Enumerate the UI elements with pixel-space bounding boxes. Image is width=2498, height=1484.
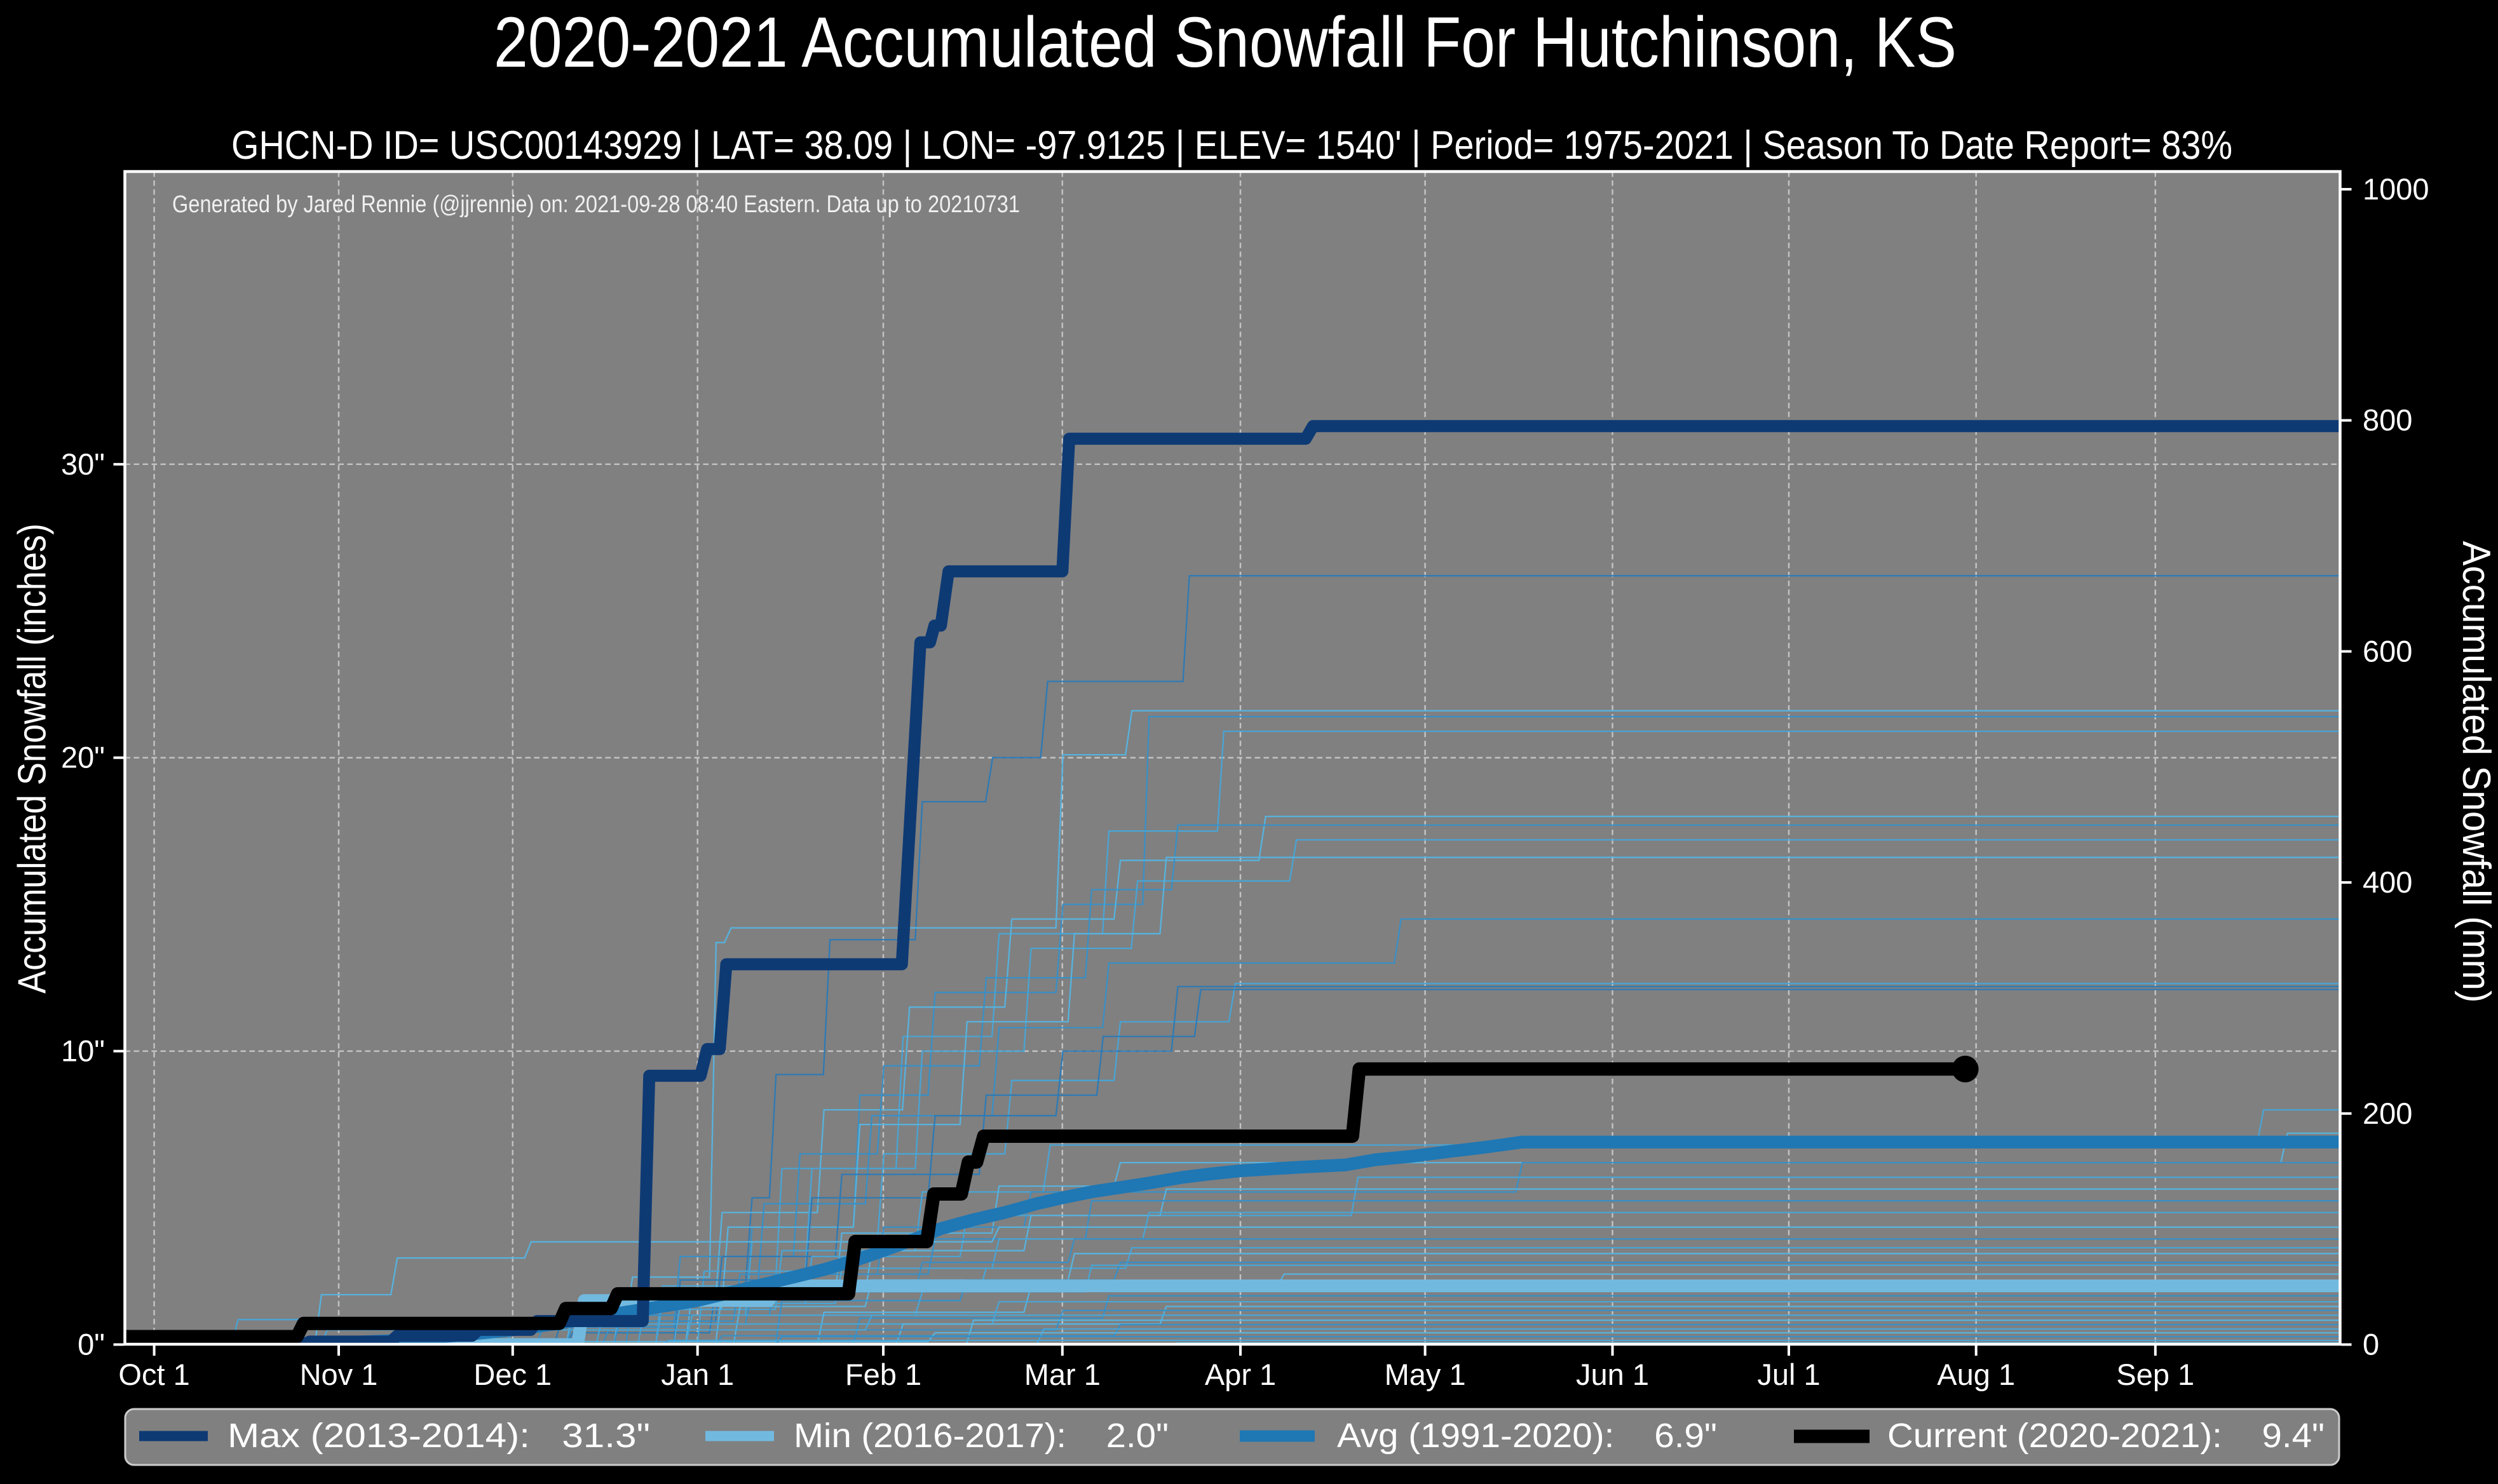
svg-text:GHCN-D ID= USC00143929 | LAT=: GHCN-D ID= USC00143929 | LAT= 38.09 | LO… — [231, 123, 2232, 168]
svg-text:400: 400 — [2363, 865, 2412, 899]
svg-text:Oct 1: Oct 1 — [118, 1358, 189, 1391]
svg-text:Max (2013-2014): 31.3": Max (2013-2014): 31.3" — [227, 1417, 650, 1455]
svg-text:20": 20" — [61, 741, 105, 774]
svg-text:30": 30" — [61, 447, 105, 481]
svg-text:Avg (1991-2020): 6.9": Avg (1991-2020): 6.9" — [1337, 1417, 1717, 1455]
svg-text:Jan 1: Jan 1 — [661, 1358, 734, 1391]
svg-text:0": 0" — [78, 1328, 105, 1361]
svg-text:800: 800 — [2363, 403, 2412, 437]
svg-text:0: 0 — [2363, 1328, 2379, 1361]
svg-text:10": 10" — [61, 1034, 105, 1068]
svg-text:600: 600 — [2363, 634, 2412, 668]
svg-text:Accumulated Snowfall (inches): Accumulated Snowfall (inches) — [11, 523, 55, 994]
svg-text:Aug 1: Aug 1 — [1937, 1358, 2015, 1391]
svg-text:2020-2021 Accumulated Snowfall: 2020-2021 Accumulated Snowfall For Hutch… — [494, 3, 1957, 82]
svg-text:Generated by Jared Rennie (@jj: Generated by Jared Rennie (@jjrennie) on… — [172, 191, 1020, 218]
svg-text:Mar 1: Mar 1 — [1024, 1358, 1101, 1391]
svg-text:May 1: May 1 — [1385, 1358, 1466, 1391]
svg-text:200: 200 — [2363, 1096, 2412, 1130]
svg-text:1000: 1000 — [2363, 172, 2429, 206]
svg-text:Dec 1: Dec 1 — [473, 1358, 552, 1391]
svg-text:Accumulated Snowfall (mm): Accumulated Snowfall (mm) — [2454, 541, 2498, 1003]
svg-text:Jun 1: Jun 1 — [1576, 1358, 1649, 1391]
svg-text:Apr 1: Apr 1 — [1205, 1358, 1276, 1391]
svg-text:Sep 1: Sep 1 — [2116, 1358, 2194, 1391]
svg-text:Jul 1: Jul 1 — [1757, 1358, 1820, 1391]
svg-text:Nov 1: Nov 1 — [300, 1358, 378, 1391]
svg-text:Min (2016-2017): 2.0": Min (2016-2017): 2.0" — [794, 1417, 1169, 1455]
svg-text:Feb 1: Feb 1 — [845, 1358, 921, 1391]
svg-text:Current (2020-2021): 9.4": Current (2020-2021): 9.4" — [1887, 1417, 2325, 1455]
